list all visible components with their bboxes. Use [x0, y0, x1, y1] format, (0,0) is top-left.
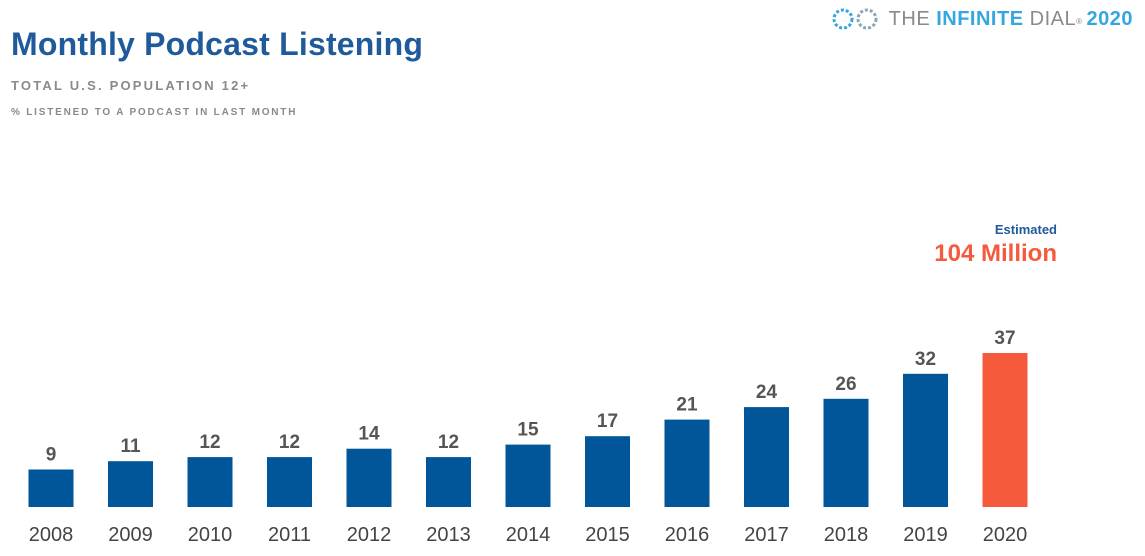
bar-2017 — [744, 407, 789, 507]
bar-2015 — [585, 436, 630, 507]
bar-value-label: 32 — [915, 349, 936, 370]
x-tick-label: 2008 — [29, 524, 74, 546]
bar-2020 — [982, 353, 1028, 507]
x-tick-label: 2013 — [426, 524, 471, 546]
bar-2009 — [108, 461, 153, 507]
bar-value-label: 24 — [756, 382, 778, 403]
x-tick-label: 2015 — [585, 524, 630, 546]
chart-title: Monthly Podcast Listening — [11, 26, 424, 62]
x-tick-label: 2016 — [665, 524, 710, 546]
bar-value-label: 15 — [517, 420, 539, 441]
x-tick-label: 2018 — [824, 524, 869, 546]
x-tick-label: 2011 — [268, 524, 311, 546]
brand-registered-mark: ® — [1076, 16, 1083, 26]
estimate-value: 104 Million — [934, 240, 1057, 267]
bar-value-label: 37 — [994, 328, 1015, 349]
chart-subtitle: TOTAL U.S. POPULATION 12+ — [11, 78, 251, 93]
bar-2014 — [505, 444, 551, 507]
bar-value-label: 21 — [676, 395, 698, 416]
bar-value-label: 12 — [199, 432, 220, 453]
infinity-logo-icon — [832, 8, 878, 30]
brand-name-bold: INFINITE — [936, 7, 1024, 30]
x-tick-label: 2014 — [506, 524, 551, 546]
estimate-label: Estimated — [994, 222, 1057, 237]
bar-value-label: 14 — [358, 424, 380, 445]
bar-value-label: 12 — [438, 432, 459, 453]
x-tick-label: 2009 — [108, 524, 153, 546]
brand-prefix: THE — [888, 7, 931, 30]
bar-2019 — [903, 373, 948, 507]
bar-2012 — [346, 448, 392, 507]
brand-year: 2020 — [1086, 7, 1133, 30]
bar-2016 — [664, 419, 710, 507]
bar-2013 — [426, 457, 471, 507]
bar-value-label: 9 — [46, 445, 57, 466]
bar-value-label: 11 — [120, 436, 141, 457]
bar-2018 — [823, 398, 869, 507]
brand-suffix: DIAL — [1029, 7, 1077, 30]
bar-value-label: 26 — [835, 374, 856, 395]
bar-2008 — [28, 469, 74, 507]
bar-value-label: 17 — [597, 411, 618, 432]
x-tick-label: 2019 — [903, 524, 948, 546]
x-tick-label: 2010 — [188, 524, 233, 546]
bar-2010 — [187, 457, 233, 507]
x-tick-label: 2017 — [744, 524, 789, 546]
chart-note: % LISTENED TO A PODCAST IN LAST MONTH — [11, 107, 298, 118]
brand-logo: THE INFINITE DIAL ® 2020 — [829, 6, 1133, 32]
x-tick-label: 2012 — [347, 524, 392, 546]
bar-2011 — [267, 457, 312, 507]
x-tick-label: 2020 — [983, 524, 1028, 546]
bar-value-label: 12 — [279, 432, 300, 453]
